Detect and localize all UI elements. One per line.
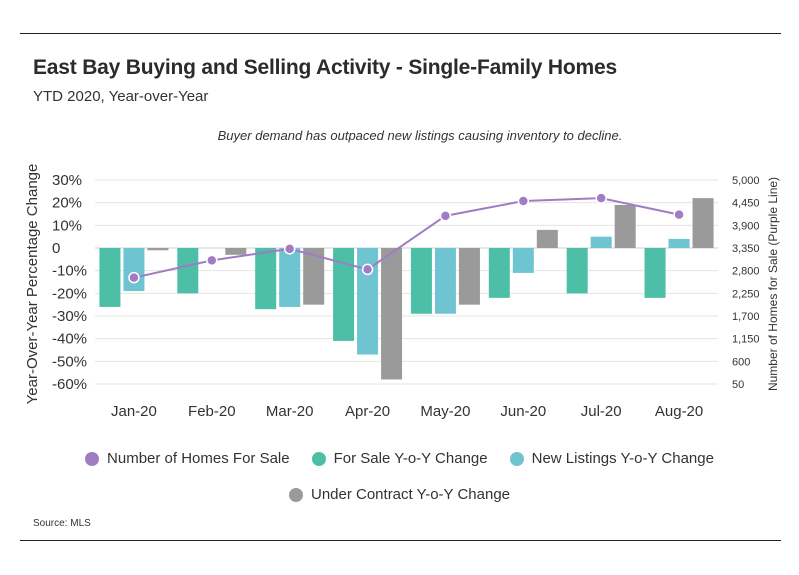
- x-tick-label: May-20: [420, 403, 470, 420]
- line-point: [517, 195, 530, 207]
- bar-for-sale: [177, 248, 199, 294]
- bar-for-sale: [99, 248, 121, 307]
- line-path: [133, 197, 680, 279]
- y2-tick-label: 50: [732, 379, 744, 391]
- y-tick-label: -40%: [52, 331, 87, 348]
- bar-for-sale: [488, 248, 510, 298]
- bar-for-sale: [566, 248, 588, 294]
- legend-label: Under Contract Y-o-Y Change: [310, 486, 510, 503]
- bar-for-sale: [644, 248, 666, 298]
- bar-under-contract: [614, 204, 636, 248]
- y2-tick-label: 600: [732, 356, 750, 368]
- y2-tick-label: 4,450: [732, 198, 760, 210]
- bar-under-contract: [536, 229, 558, 248]
- y-axis-title: Year-Over-Year Percentage Change: [24, 164, 41, 405]
- bar-for-sale: [410, 248, 432, 314]
- line-point: [673, 208, 685, 221]
- line-point: [128, 271, 140, 284]
- legend-item-for-sale-yoy[interactable]: For Sale Y-o-Y Change: [311, 450, 488, 467]
- y2-tick-label: 1,150: [732, 334, 760, 346]
- bar-new-listings: [357, 248, 379, 355]
- bar-for-sale: [255, 248, 277, 310]
- bar-new-listings: [123, 248, 145, 292]
- y2-tick-label: 3,900: [732, 220, 760, 232]
- chart-subtitle: YTD 2020, Year-over-Year: [33, 88, 209, 105]
- x-tick-label: Jul-20: [581, 403, 622, 420]
- bar-new-listings: [434, 248, 456, 314]
- y-tick-label: -30%: [52, 308, 87, 325]
- y2-tick-label: 5,000: [732, 175, 760, 187]
- legend-label: New Listings Y-o-Y Change: [531, 450, 714, 467]
- y2-tick-label: 1,700: [732, 311, 760, 323]
- y-tick-label: -60%: [52, 376, 87, 393]
- bar-under-contract: [381, 248, 403, 380]
- y-tick-label: -10%: [52, 263, 87, 280]
- legend-swatch: [288, 487, 303, 502]
- axes: 30% 20% 10% 0 -10% -20% -30% -40% -50% -60% 5,000 4…: [24, 164, 780, 420]
- y-tick-label: -20%: [52, 285, 87, 302]
- y2-axis-title: Number of Homes for Sale (Purple Line): [766, 177, 780, 391]
- y2-tick-label: 2,250: [732, 288, 760, 300]
- bar-new-listings: [590, 236, 612, 248]
- legend-item-under-contract-yoy[interactable]: Under Contract Y-o-Y Change: [288, 486, 510, 503]
- line-point: [283, 243, 296, 255]
- source-note: Source: MLS: [33, 518, 91, 529]
- line-point: [206, 254, 218, 267]
- legend-item-homes-for-sale[interactable]: Number of Homes For Sale: [85, 450, 290, 467]
- bar-for-sale: [333, 248, 355, 341]
- legend-swatch: [509, 451, 524, 466]
- x-tick-label: Aug-20: [655, 403, 703, 420]
- y-tick-label: 0: [52, 240, 60, 257]
- bottom-rule: [20, 540, 781, 541]
- legend-swatch: [311, 451, 326, 466]
- legend-row-1: Number of Homes For Sale For Sale Y-o-Y …: [0, 450, 799, 467]
- x-tick-label: Mar-20: [266, 403, 314, 420]
- legend-item-new-listings-yoy[interactable]: New Listings Y-o-Y Change: [509, 450, 714, 467]
- bar-under-contract: [458, 248, 480, 305]
- x-tick-label: Jun-20: [500, 403, 546, 420]
- top-rule: [20, 33, 781, 34]
- y2-tick-label: 2,800: [732, 266, 760, 278]
- line-point: [361, 263, 374, 276]
- line-point: [439, 210, 452, 222]
- chart-annotation: Buyer demand has outpaced new listings c…: [217, 128, 623, 143]
- line-point: [595, 192, 607, 204]
- bar-new-listings: [512, 248, 534, 273]
- x-tick-label: Jan-20: [111, 403, 157, 420]
- bar-new-listings: [279, 248, 301, 307]
- y-tick-label: -50%: [52, 353, 87, 370]
- grid: [95, 179, 718, 385]
- legend-label: Number of Homes For Sale: [107, 450, 290, 467]
- y-tick-label: 10%: [52, 217, 82, 234]
- chart-svg: 30% 20% 10% 0 -10% -20% -30% -40% -50% -60% 5,000 4…: [24, 164, 780, 420]
- bar-under-contract: [303, 248, 325, 305]
- bar-new-listings: [668, 238, 690, 248]
- y-tick-label: 30%: [52, 172, 82, 189]
- x-tick-label: Apr-20: [345, 403, 390, 420]
- y2-tick-label: 3,350: [732, 243, 760, 255]
- bar-under-contract: [147, 248, 169, 251]
- y-tick-label: 20%: [52, 195, 82, 212]
- bars: [99, 198, 714, 380]
- legend-label: For Sale Y-o-Y Change: [333, 450, 488, 467]
- x-tick-label: Feb-20: [188, 403, 236, 420]
- bar-under-contract: [225, 248, 247, 255]
- legend-row-2: Under Contract Y-o-Y Change: [0, 486, 799, 503]
- bar-under-contract: [692, 198, 714, 248]
- homes-for-sale-line: [128, 192, 685, 284]
- chart-title: East Bay Buying and Selling Activity - S…: [33, 56, 617, 79]
- legend-swatch: [85, 451, 100, 466]
